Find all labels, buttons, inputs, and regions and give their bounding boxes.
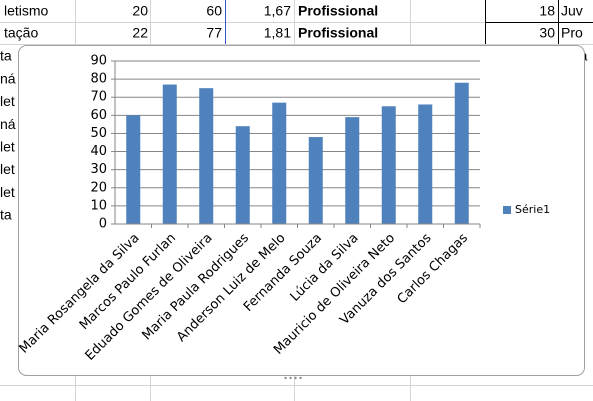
cell: Pro [561, 25, 583, 41]
resize-handle[interactable]: ∙∙∙∙ [283, 374, 303, 383]
bar [345, 117, 360, 224]
bar [235, 126, 250, 224]
cell: 20 [132, 3, 148, 19]
legend-swatch [503, 206, 511, 214]
y-tick-label: 20 [90, 180, 107, 195]
bar [454, 82, 469, 224]
y-tick-label: 50 [90, 126, 107, 141]
chart-frame[interactable] [18, 45, 585, 376]
cell: 30 [539, 25, 555, 41]
y-tick-label: 0 [99, 217, 107, 232]
y-tick-label: 30 [90, 162, 107, 177]
cell: ná [0, 116, 16, 132]
y-tick-label: 80 [90, 72, 107, 87]
cell: Profissional [298, 25, 378, 41]
cell: 77 [206, 25, 222, 41]
sheet-cells: letismo 20 60 1,67 Profissional 18 Juv tação 22 7… [0, 3, 588, 223]
cell: 22 [132, 25, 148, 41]
y-tick-label: 60 [90, 108, 107, 123]
cell: 60 [206, 3, 222, 19]
cell: let [0, 161, 15, 177]
bar [126, 115, 141, 224]
y-tick-label: 10 [90, 198, 107, 213]
bar [308, 137, 323, 224]
cell: Juv [561, 3, 583, 19]
cell: let [0, 93, 15, 109]
cell: tação [4, 25, 38, 41]
bar [381, 106, 396, 224]
y-tick-label: 90 [90, 54, 107, 69]
cell: 1,67 [264, 3, 291, 19]
bar [199, 88, 214, 225]
cell: let [0, 184, 15, 200]
bar [162, 84, 177, 225]
cell: 1,81 [264, 25, 291, 41]
cell: let [0, 139, 15, 155]
legend-label: Série1 [515, 203, 550, 216]
cell: 18 [539, 3, 555, 19]
cell: ta [0, 207, 12, 223]
bar [418, 104, 433, 224]
cell: ná [0, 70, 16, 86]
cell: Profissional [298, 3, 378, 19]
cell: ta [0, 48, 12, 64]
cell: letismo [4, 3, 49, 19]
bar [272, 102, 287, 224]
y-tick-label: 70 [90, 90, 107, 105]
y-tick-label: 40 [90, 144, 107, 159]
